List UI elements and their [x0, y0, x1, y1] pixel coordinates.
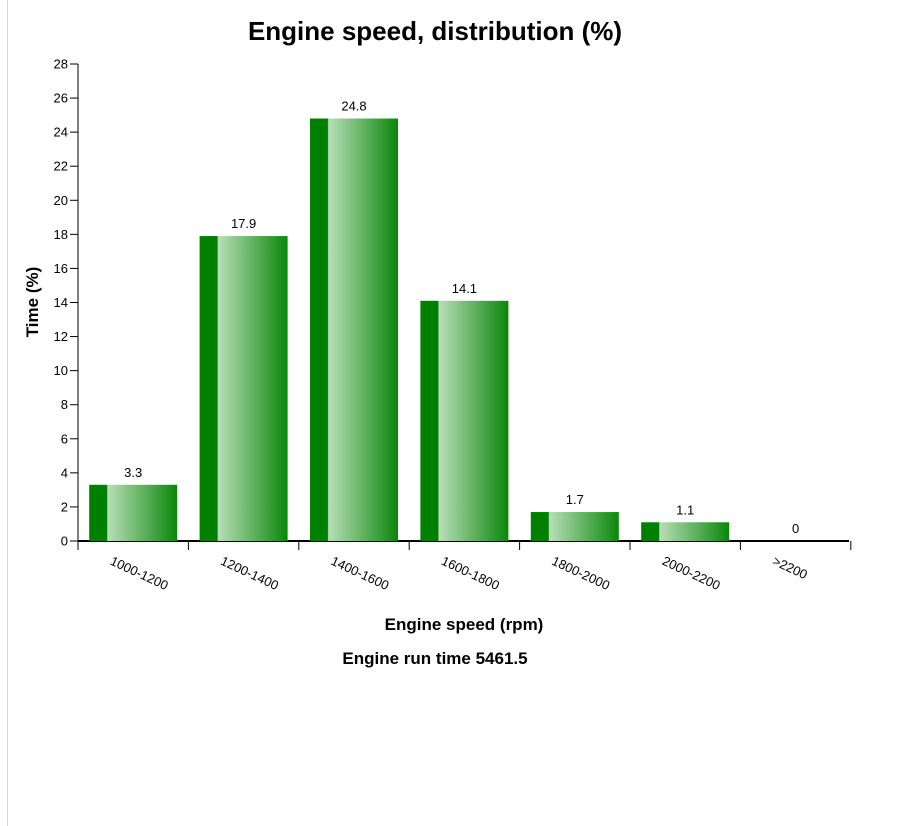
y-tick-label: 22 — [54, 159, 68, 174]
data-label: 1.7 — [566, 492, 584, 507]
x-tick-label: >2200 — [770, 553, 809, 582]
x-axis-label: Engine speed (rpm) — [385, 615, 544, 634]
y-tick-label: 14 — [54, 295, 68, 310]
y-tick-label: 24 — [54, 125, 68, 140]
bar — [420, 300, 509, 541]
x-tick-label: 1400-1600 — [329, 553, 392, 593]
data-label: 14.1 — [452, 281, 477, 296]
left-border — [7, 0, 8, 826]
y-tick-label: 16 — [54, 261, 68, 276]
x-tick-label: 2000-2200 — [660, 553, 723, 593]
data-label: 24.8 — [341, 99, 366, 114]
x-tick-label: 1000-1200 — [108, 553, 171, 593]
data-label: 1.1 — [676, 502, 694, 517]
bar — [530, 512, 619, 541]
y-tick-label: 6 — [61, 431, 68, 446]
bars — [89, 118, 730, 541]
y-tick-label: 28 — [54, 57, 68, 72]
y-axis-label: Time (%) — [23, 267, 42, 338]
y-tick-label: 12 — [54, 329, 68, 344]
x-tick-label: 1200-1400 — [218, 553, 281, 593]
y-tick-label: 4 — [61, 465, 68, 480]
y-tick-label: 0 — [61, 534, 68, 549]
chart-subtitle: Engine run time 5461.5 — [342, 649, 527, 668]
y-tick-label: 8 — [61, 397, 68, 412]
data-label: 17.9 — [231, 216, 256, 231]
bar — [310, 118, 398, 541]
y-tick-label: 2 — [61, 499, 68, 514]
y-tick-label: 10 — [54, 363, 68, 378]
y-tick-label: 26 — [54, 91, 68, 106]
data-labels: 3.3 17.9 24.8 14.1 1.7 1.1 0 — [124, 99, 799, 536]
x-tick-label: 1600-1800 — [439, 553, 502, 593]
x-tick-label: 1800-2000 — [550, 553, 613, 593]
data-label: 3.3 — [124, 465, 142, 480]
x-axis: 1000-1200 1200-1400 1400-1600 1600-1800 1800… — [77, 540, 852, 593]
chart-title: Engine speed, distribution (%) — [248, 16, 622, 46]
data-label: 0 — [792, 521, 799, 536]
bar — [199, 236, 288, 541]
bar — [641, 522, 730, 541]
y-tick-label: 20 — [54, 193, 68, 208]
bar — [89, 484, 178, 541]
y-tick-label: 18 — [54, 227, 68, 242]
